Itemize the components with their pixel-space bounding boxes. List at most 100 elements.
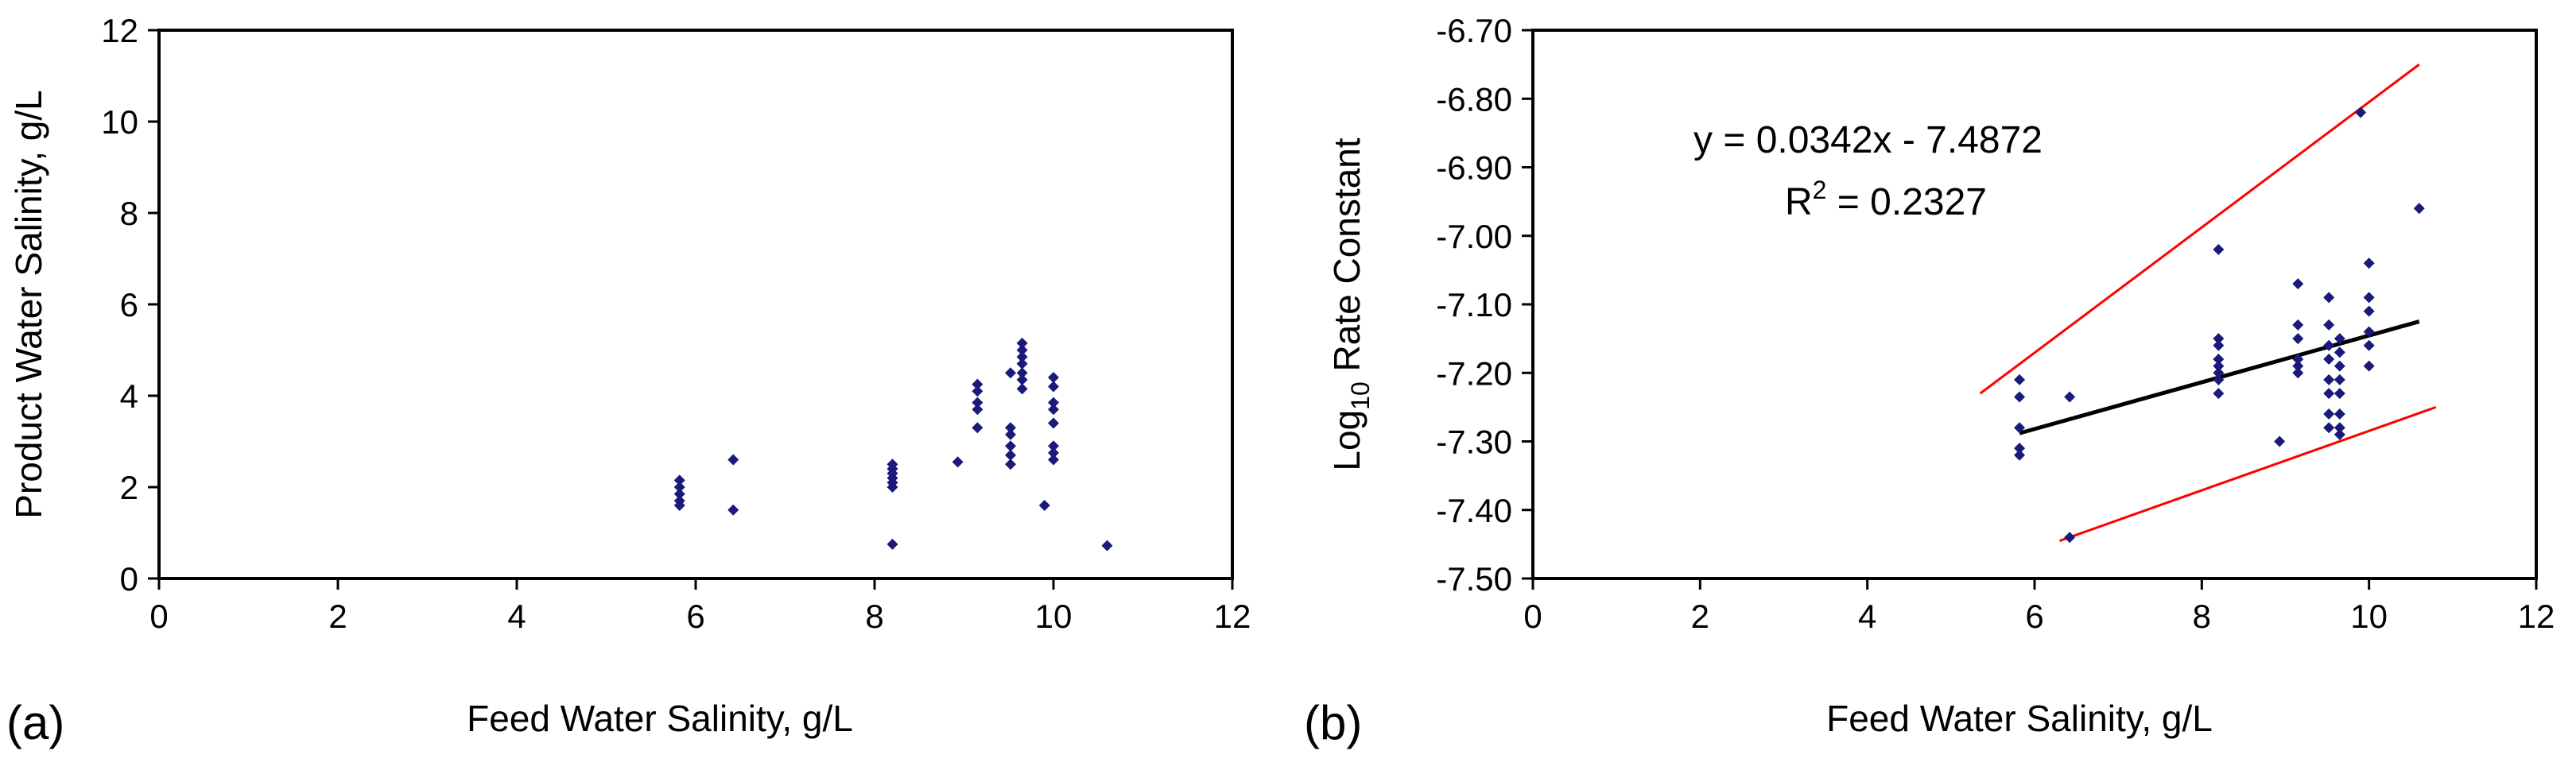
data-point	[952, 456, 964, 468]
data-point	[2363, 257, 2375, 269]
x-axis-ticks: 0 2 4 6 8 10 12	[1523, 579, 2555, 635]
x-tick-label: 8	[865, 598, 883, 635]
data-point	[2014, 373, 2026, 385]
data-point	[1005, 459, 1016, 470]
x-tick-label: 0	[149, 598, 168, 635]
data-point	[2323, 422, 2335, 434]
data-point	[2323, 388, 2335, 400]
data-point	[673, 500, 685, 511]
x-tick-label: 10	[1035, 598, 1073, 635]
data-point	[727, 454, 739, 466]
y-tick-label: 0	[120, 560, 138, 598]
x-tick-label: 10	[2350, 598, 2388, 635]
data-point	[2334, 388, 2345, 400]
data-point	[1048, 440, 1059, 452]
panel-label-b: (b)	[1304, 696, 1362, 749]
data-point	[2323, 319, 2335, 331]
data-point	[2334, 422, 2345, 434]
data-point	[2064, 391, 2076, 403]
chart-panel-a: 0 2 4 6 8 10 12 0 2 4 6 8 10 12 Product Water Salini…	[6, 12, 1251, 749]
y-axis-title-main: Log	[1326, 410, 1368, 471]
data-point	[1016, 351, 1028, 363]
data-point	[1016, 344, 1028, 356]
x-tick-label: 12	[1214, 598, 1251, 635]
data-point	[1005, 428, 1016, 440]
data-point	[1048, 454, 1059, 466]
data-point	[2334, 428, 2345, 440]
plot-area-frame	[157, 29, 1234, 580]
x-axis-ticks: 0 2 4 6 8 10 12	[149, 579, 1251, 635]
data-point	[1016, 373, 1028, 385]
y-axis-title-rest: Rate Constant	[1326, 137, 1368, 381]
data-point	[2292, 360, 2304, 372]
data-point	[2334, 360, 2345, 372]
data-point	[2064, 532, 2076, 544]
data-point	[2334, 408, 2345, 420]
data-point	[2323, 373, 2335, 385]
panel-label-a: (a)	[6, 696, 64, 749]
data-point	[1048, 397, 1059, 408]
y-tick-label: -6.80	[1436, 80, 1512, 118]
data-point	[1005, 422, 1016, 434]
data-point	[2363, 305, 2375, 317]
y-axis-ticks: 0 2 4 6 8 10 12	[101, 12, 159, 598]
x-tick-label: 12	[2518, 598, 2555, 635]
data-point	[2363, 292, 2375, 304]
x-tick-label: 6	[2025, 598, 2043, 635]
data-point	[2292, 333, 2304, 345]
data-point	[2014, 391, 2026, 403]
data-point	[972, 422, 983, 434]
confidence-band-line	[1979, 63, 2420, 395]
data-point	[1101, 540, 1113, 551]
data-point	[2274, 435, 2286, 447]
data-point	[673, 474, 685, 486]
chart-panel-b: -7.50 -7.40 -7.30 -7.20 -7.10 -7.00 -6.90 -6.80…	[1304, 12, 2555, 749]
data-point	[2292, 354, 2304, 365]
y-tick-label: -7.00	[1436, 218, 1512, 255]
x-tick-label: 2	[1691, 598, 1709, 635]
data-point	[2323, 292, 2335, 304]
data-point	[2213, 360, 2225, 372]
x-tick-label: 2	[328, 598, 347, 635]
y-tick-label: 2	[120, 469, 138, 506]
data-point	[2213, 339, 2225, 351]
data-point	[2014, 422, 2026, 434]
data-point	[2323, 408, 2335, 420]
x-tick-label: 8	[2193, 598, 2211, 635]
y-axis-title: Product Water Salinity, g/L	[8, 90, 49, 518]
data-point	[2334, 333, 2345, 345]
data-point	[886, 538, 898, 550]
data-point	[673, 488, 685, 500]
x-axis-title: Feed Water Salinity, g/L	[1826, 698, 2213, 739]
regression-equation: y = 0.0342x - 7.4872	[1693, 119, 2043, 161]
data-point	[1016, 337, 1028, 349]
x-tick-label: 4	[507, 598, 526, 635]
y-tick-label: -7.50	[1436, 560, 1512, 598]
data-point	[1005, 449, 1016, 461]
confidence-band-line	[2059, 405, 2437, 542]
data-point	[2363, 326, 2375, 338]
x-tick-label: 4	[1858, 598, 1876, 635]
data-point	[972, 385, 983, 397]
y-tick-label: 10	[101, 103, 138, 141]
y-tick-label: -7.10	[1436, 286, 1512, 323]
data-point	[2014, 449, 2026, 461]
data-point	[673, 482, 685, 493]
data-point	[1005, 440, 1016, 452]
data-point	[2213, 373, 2225, 385]
data-point	[2413, 203, 2425, 215]
data-point	[2292, 278, 2304, 290]
data-point	[2292, 367, 2304, 379]
data-point	[1038, 500, 1050, 511]
x-tick-label: 6	[686, 598, 704, 635]
y-tick-label: 12	[101, 12, 138, 49]
y-axis-ticks: -7.50 -7.40 -7.30 -7.20 -7.10 -7.00 -6.90 -6.80…	[1436, 12, 1533, 598]
data-point	[972, 378, 983, 390]
data-point	[1048, 417, 1059, 429]
data-point	[2213, 354, 2225, 365]
x-axis-title: Feed Water Salinity, g/L	[467, 698, 853, 739]
x-tick-label: 0	[1523, 598, 1542, 635]
data-point	[2334, 373, 2345, 385]
plot-area-frame	[1531, 29, 2538, 580]
